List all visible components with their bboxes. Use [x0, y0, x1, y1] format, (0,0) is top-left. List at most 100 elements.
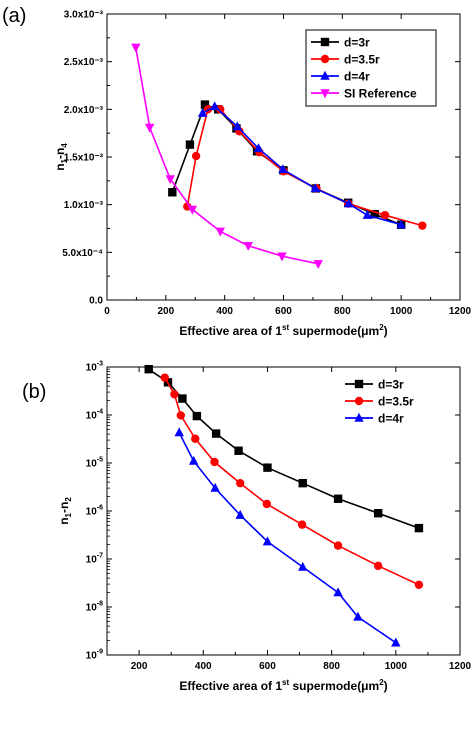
- data-point-d-3r: [211, 429, 221, 438]
- y-tick-label: 10-7: [86, 553, 103, 566]
- legend-marker: [320, 54, 330, 64]
- x-tick-label: 600: [275, 306, 292, 317]
- x-tick-label: 200: [131, 661, 148, 672]
- data-point-d-3r: [192, 411, 202, 421]
- data-point-d-4r: [310, 183, 320, 193]
- data-point-d-3r: [200, 100, 210, 109]
- panel-b-label: (b): [22, 381, 46, 403]
- data-point-d-3r: [234, 446, 243, 455]
- data-point-d-3-5r: [160, 373, 169, 382]
- series-line-si-reference: [135, 47, 319, 265]
- legend-label: d=4r: [378, 412, 404, 426]
- data-point-si-reference: [165, 175, 175, 185]
- series-line-d-3-5r: [186, 108, 423, 227]
- data-point-si-reference: [215, 227, 225, 237]
- data-point-d-4r: [298, 561, 308, 571]
- x-tick-label: 1200: [449, 661, 472, 672]
- y-tick-label: 10-5: [86, 457, 103, 470]
- legend-marker: [320, 89, 330, 99]
- x-tick-label: 1200: [449, 306, 472, 317]
- data-point-d-4r: [353, 611, 363, 621]
- y-tick-label: 10-4: [86, 409, 103, 422]
- data-point-d-3r: [168, 188, 177, 197]
- data-point-d-3r: [414, 523, 424, 533]
- legend-marker: [320, 37, 330, 47]
- legend-label: d=3r: [378, 378, 404, 392]
- data-point-d-3r: [333, 494, 343, 503]
- y-tick-label: 5.0x10⁻⁴: [62, 248, 103, 259]
- y-tick-label: 10-6: [86, 505, 103, 518]
- panel-b-y-axis-label: n1-n2: [57, 497, 73, 525]
- panel-b-legend: d=3r d=3.5r d=4r: [340, 372, 438, 431]
- data-point-d-3-5r: [235, 478, 245, 488]
- data-point-d-3-5r: [191, 151, 201, 161]
- panel-b-ticks: 200 400 600 800 1000 1200 10-9 10-8 10-7 10-6 10-5…: [86, 361, 472, 673]
- panel-a-y-axis-label: n1-n4: [53, 143, 69, 171]
- data-point-d-4r: [197, 107, 208, 117]
- panel-b: (b) 200 400 600 800 1000 1200 10-9 10-8 10-7 10-6…: [22, 361, 472, 694]
- data-point-d-3-5r: [414, 580, 424, 590]
- legend-marker: [354, 412, 364, 422]
- panel-a: (a) 0 200 400 600 800 1000 1200 0.0 5.0x10⁻⁴ 1.0x…: [2, 5, 472, 338]
- panel-a-series: [131, 43, 427, 269]
- data-point-d-3-5r: [297, 520, 307, 529]
- legend-marker: [320, 70, 330, 80]
- legend-label: d=3.5r: [378, 395, 414, 409]
- y-tick-label: 1.5x10⁻³: [64, 153, 104, 164]
- data-point-d-3r: [298, 478, 307, 488]
- data-point-d-4r: [235, 509, 245, 519]
- data-point-d-3r: [185, 140, 195, 149]
- panel-a-x-axis-label: Effective area of 1st supermode(μm2): [179, 323, 387, 338]
- y-tick-label: 3.0x10⁻³: [64, 10, 104, 21]
- data-point-d-3-5r: [210, 457, 219, 467]
- y-tick-label: 10-9: [86, 649, 103, 662]
- data-point-d-3-5r: [418, 221, 427, 230]
- data-point-d-4r: [174, 427, 184, 437]
- panel-a-label: (a): [2, 5, 26, 27]
- legend-label: d=4r: [344, 70, 370, 84]
- x-tick-label: 800: [334, 306, 351, 317]
- legend-label: d=3r: [344, 36, 370, 50]
- data-point-d-4r: [278, 164, 288, 174]
- legend-marker: [354, 379, 364, 389]
- x-tick-label: 800: [323, 661, 340, 672]
- panel-b-x-axis-label: Effective area of 1st supermode(μm2): [179, 678, 387, 693]
- data-point-d-3r: [370, 210, 379, 219]
- x-tick-label: 0: [104, 306, 110, 317]
- data-point-si-reference: [243, 241, 253, 251]
- data-point-d-4r: [262, 536, 273, 546]
- data-point-si-reference: [144, 123, 155, 133]
- data-point-d-4r: [209, 101, 220, 111]
- data-point-d-4r: [391, 637, 401, 647]
- data-point-d-4r: [253, 143, 264, 153]
- x-tick-label: 600: [259, 661, 276, 672]
- data-point-d-4r: [344, 198, 354, 208]
- data-point-d-4r: [232, 121, 243, 131]
- x-tick-label: 400: [216, 306, 233, 317]
- legend-marker: [354, 396, 364, 406]
- data-point-si-reference: [187, 205, 198, 215]
- panel-b-series: [144, 364, 424, 647]
- data-point-d-3r: [373, 508, 383, 518]
- y-tick-label: 2.5x10⁻³: [64, 57, 104, 68]
- y-tick-label: 1.0x10⁻³: [64, 200, 104, 211]
- data-point-d-3r: [178, 394, 187, 403]
- y-tick-label: 10-3: [86, 361, 103, 374]
- x-tick-label: 1000: [390, 306, 413, 317]
- y-tick-label: 10-8: [86, 601, 103, 614]
- y-tick-label: 2.0x10⁻³: [64, 105, 104, 116]
- data-point-d-3-5r: [216, 105, 225, 114]
- data-point-d-4r: [362, 209, 373, 219]
- data-point-d-3r: [263, 463, 272, 472]
- data-point-d-3-5r: [262, 499, 272, 509]
- data-point-d-3-5r: [380, 210, 390, 220]
- panel-a-ticks: 0 200 400 600 800 1000 1200 0.0 5.0x10⁻⁴ 1.0x10⁻³…: [62, 10, 471, 318]
- y-tick-label: 0.0: [89, 296, 103, 307]
- legend-label: SI Reference: [344, 87, 417, 101]
- data-point-d-3-5r: [170, 390, 179, 399]
- data-point-d-4r: [333, 587, 343, 597]
- series-line-d-3r: [171, 103, 402, 226]
- data-point-d-4r: [396, 219, 406, 229]
- data-point-d-4r: [188, 455, 199, 465]
